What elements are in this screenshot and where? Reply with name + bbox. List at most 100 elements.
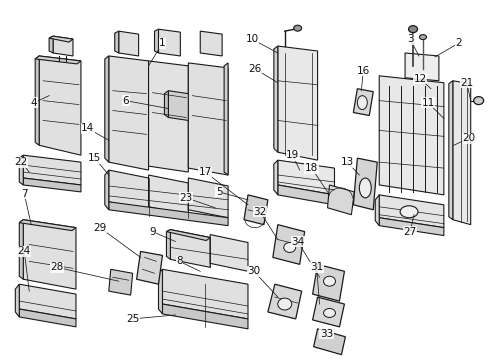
Polygon shape [313, 329, 345, 355]
Polygon shape [188, 63, 227, 175]
Polygon shape [19, 155, 23, 185]
Ellipse shape [323, 309, 335, 318]
Polygon shape [154, 29, 158, 53]
Polygon shape [188, 178, 227, 218]
Polygon shape [104, 56, 108, 162]
Polygon shape [277, 46, 317, 160]
Polygon shape [312, 264, 344, 301]
Polygon shape [404, 53, 438, 81]
Polygon shape [53, 36, 73, 56]
Text: 29: 29 [93, 222, 106, 233]
Text: 16: 16 [356, 66, 369, 76]
Ellipse shape [473, 96, 483, 105]
Text: 3: 3 [406, 34, 412, 44]
Polygon shape [19, 220, 76, 231]
Ellipse shape [399, 206, 417, 218]
Text: 7: 7 [21, 189, 27, 199]
Text: 1: 1 [159, 38, 165, 48]
Text: 5: 5 [215, 187, 222, 197]
Polygon shape [108, 170, 148, 210]
Polygon shape [158, 29, 180, 56]
Polygon shape [452, 81, 470, 225]
Text: 23: 23 [179, 193, 193, 203]
Polygon shape [104, 170, 108, 210]
Polygon shape [19, 220, 23, 279]
Ellipse shape [408, 26, 417, 33]
Polygon shape [273, 160, 277, 195]
Text: 11: 11 [421, 98, 434, 108]
Ellipse shape [357, 96, 366, 109]
Polygon shape [374, 195, 379, 226]
Ellipse shape [419, 35, 426, 40]
Text: 21: 21 [459, 78, 472, 88]
Polygon shape [379, 218, 443, 235]
Text: 14: 14 [81, 123, 94, 134]
Ellipse shape [323, 276, 335, 286]
Text: 18: 18 [305, 163, 318, 173]
Polygon shape [19, 284, 76, 319]
Polygon shape [353, 158, 376, 210]
Polygon shape [162, 304, 247, 329]
Polygon shape [49, 36, 73, 42]
Polygon shape [35, 56, 39, 145]
Text: 30: 30 [247, 266, 260, 276]
Polygon shape [166, 230, 170, 260]
Polygon shape [148, 175, 188, 215]
Text: 31: 31 [309, 262, 323, 272]
Polygon shape [108, 56, 148, 170]
Text: 33: 33 [319, 329, 332, 339]
Text: 9: 9 [149, 226, 156, 237]
Polygon shape [23, 155, 81, 185]
Polygon shape [170, 230, 210, 267]
Polygon shape [23, 178, 81, 192]
Polygon shape [277, 185, 334, 205]
Polygon shape [148, 61, 188, 172]
Text: 32: 32 [253, 207, 266, 217]
Polygon shape [210, 235, 247, 271]
Polygon shape [23, 220, 76, 289]
Polygon shape [166, 230, 210, 240]
Ellipse shape [359, 178, 370, 198]
Polygon shape [158, 269, 162, 314]
Polygon shape [273, 46, 277, 152]
Polygon shape [327, 185, 354, 215]
Text: 28: 28 [50, 262, 63, 272]
Polygon shape [312, 297, 344, 327]
Polygon shape [244, 195, 267, 225]
Polygon shape [353, 89, 372, 116]
Ellipse shape [277, 298, 291, 310]
Ellipse shape [283, 243, 295, 252]
Text: 12: 12 [412, 74, 426, 84]
Text: 6: 6 [122, 96, 129, 105]
Polygon shape [277, 160, 334, 195]
Text: 25: 25 [126, 314, 139, 324]
Text: 10: 10 [245, 34, 258, 44]
Polygon shape [164, 91, 168, 117]
Polygon shape [379, 195, 443, 228]
Text: 20: 20 [461, 133, 474, 143]
Polygon shape [119, 31, 138, 56]
Polygon shape [35, 56, 81, 64]
Text: 27: 27 [403, 226, 416, 237]
Polygon shape [108, 269, 132, 295]
Polygon shape [168, 91, 188, 121]
Text: 8: 8 [176, 256, 183, 266]
Polygon shape [115, 31, 119, 53]
Text: 15: 15 [88, 153, 102, 163]
Polygon shape [15, 284, 19, 317]
Polygon shape [224, 63, 227, 175]
Polygon shape [49, 36, 53, 53]
Polygon shape [200, 31, 222, 56]
Text: 26: 26 [248, 64, 261, 74]
Polygon shape [267, 284, 301, 319]
Ellipse shape [293, 25, 301, 31]
Text: 4: 4 [31, 98, 38, 108]
Text: 17: 17 [198, 167, 211, 177]
Polygon shape [108, 202, 227, 226]
Text: 22: 22 [15, 157, 28, 167]
Polygon shape [448, 81, 452, 220]
Text: 24: 24 [18, 247, 31, 256]
Polygon shape [162, 269, 247, 319]
Polygon shape [136, 251, 162, 284]
Polygon shape [272, 225, 304, 264]
